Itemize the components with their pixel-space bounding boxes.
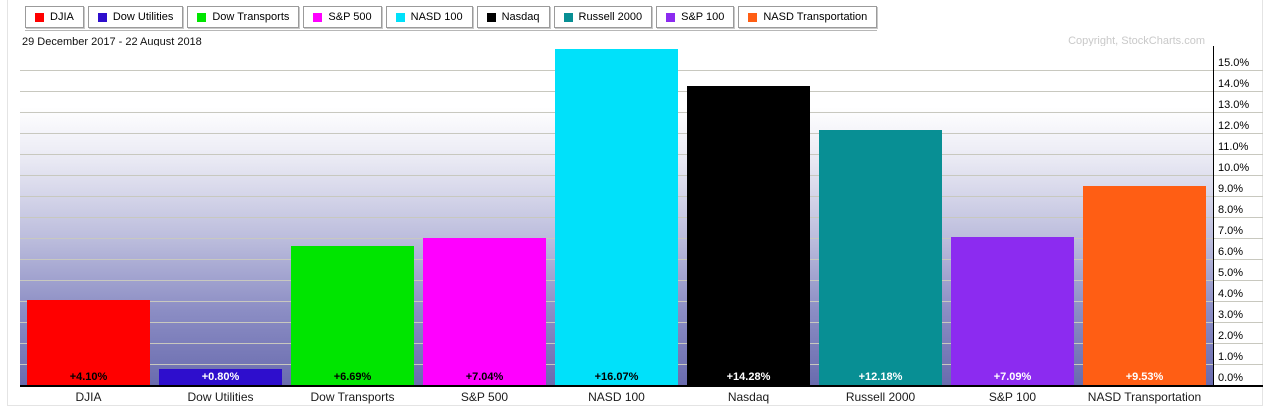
legend-item-russell-2000[interactable]: Russell 2000 [553, 6, 653, 28]
bar-dow-utilities: +0.80% [159, 369, 282, 386]
bar-value-label: +9.53% [1125, 371, 1164, 383]
gridline-tick-extension [1214, 217, 1263, 219]
x-axis-baseline [20, 385, 1263, 387]
y-tick-label: 2.0% [1218, 330, 1244, 343]
legend: DJIA Dow Utilities Dow Transports S&P 500 NA… [25, 6, 878, 31]
bar-s-p-100: +7.09% [951, 237, 1074, 386]
legend-swatch-icon [35, 12, 44, 22]
legend-swatch-icon [563, 12, 573, 22]
legend-item-label: Dow Utilities [112, 11, 174, 23]
x-category-label-russell-2000: Russell 2000 [845, 390, 916, 404]
x-category-label-nasd-transportation: NASD Transportation [1087, 390, 1202, 404]
legend-swatch-icon [313, 12, 323, 22]
bar-value-label: +12.18% [858, 371, 903, 383]
y-tick-label: 14.0% [1218, 78, 1250, 91]
legend-item-nasd-100[interactable]: NASD 100 [385, 6, 473, 28]
bar-nasd-100: +16.07% [555, 49, 678, 386]
gridline-tick-extension [1214, 322, 1263, 324]
gridline-tick-extension [1214, 343, 1263, 345]
x-category-label-dow-transports: Dow Transports [310, 390, 395, 404]
legend-swatch-icon [197, 12, 207, 22]
gridline-tick-extension [1214, 301, 1263, 303]
y-tick-label: 9.0% [1218, 183, 1244, 196]
x-axis-labels: DJIA Dow Utilities Dow Transports S&P 500 NA… [20, 390, 1213, 406]
gridline-tick-extension [1214, 70, 1263, 72]
y-tick-label: 4.0% [1218, 288, 1244, 301]
gridline-tick-extension [1214, 280, 1263, 282]
date-range-label: 29 December 2017 - 22 August 2018 [22, 36, 202, 48]
x-category-label-s-p-500: S&P 500 [460, 390, 509, 404]
y-tick-label: 1.0% [1218, 351, 1244, 364]
y-tick-label: 6.0% [1218, 246, 1244, 259]
gridline-tick-extension [1214, 364, 1263, 366]
legend-swatch-icon [486, 12, 496, 22]
legend-item-label: Russell 2000 [578, 11, 643, 23]
y-tick-label: 7.0% [1218, 225, 1244, 238]
gridline-tick-extension [1214, 238, 1263, 240]
legend-item-nasd-transportation[interactable]: NASD Transportation [738, 6, 878, 28]
x-category-label-djia: DJIA [75, 390, 102, 404]
legend-item-label: DJIA [50, 11, 74, 23]
legend-item-s-p-500[interactable]: S&P 500 [303, 6, 382, 28]
plot-area: +4.10% +0.80% +6.69% +7.04% +16.07% +14.28% +1… [20, 46, 1213, 386]
y-axis-ticks: 0.0% 1.0% 2.0% 3.0% 4.0% 5.0% 6.0% 7.0% 8.0% 9.0%… [1214, 46, 1263, 386]
copyright-label: Copyright, StockCharts.com [1068, 35, 1205, 47]
gridline-tick-extension [1214, 196, 1263, 198]
legend-item-label: NASD Transportation [763, 11, 868, 23]
legend-item-label: Nasdaq [501, 11, 540, 23]
gridline-tick-extension [1214, 112, 1263, 114]
legend-swatch-icon [97, 12, 107, 22]
legend-item-label: S&P 500 [328, 11, 372, 23]
bar-dow-transports: +6.69% [291, 246, 414, 386]
x-category-label-s-p-100: S&P 100 [988, 390, 1037, 404]
legend-item-nasdaq[interactable]: Nasdaq [476, 6, 550, 28]
gridline-tick-extension [1214, 259, 1263, 261]
bar-value-label: +4.10% [69, 371, 108, 383]
legend-swatch-icon [748, 12, 758, 22]
bar-value-label: +14.28% [726, 371, 771, 383]
bar-nasd-transportation: +9.53% [1083, 186, 1206, 386]
legend-item-djia[interactable]: DJIA [25, 6, 84, 28]
y-tick-label: 13.0% [1218, 99, 1250, 112]
bar-value-label: +7.04% [465, 371, 504, 383]
x-category-label-nasdaq: Nasdaq [727, 390, 770, 404]
y-tick-label: 3.0% [1218, 309, 1244, 322]
y-axis-line [1213, 46, 1214, 386]
gridline-tick-extension [1214, 175, 1263, 177]
y-tick-label: 10.0% [1218, 162, 1250, 175]
legend-item-label: NASD 100 [410, 11, 463, 23]
bar-value-label: +0.80% [201, 371, 240, 383]
bar-djia: +4.10% [27, 300, 150, 386]
y-tick-label: 12.0% [1218, 120, 1250, 133]
y-tick-label: 15.0% [1218, 57, 1250, 70]
gridline-tick-extension [1214, 91, 1263, 93]
bar-value-label: +7.09% [993, 371, 1032, 383]
legend-item-label: Dow Transports [212, 11, 290, 23]
legend-item-label: S&P 100 [681, 11, 725, 23]
legend-item-dow-utilities[interactable]: Dow Utilities [87, 6, 184, 28]
gridline-tick-extension [1214, 133, 1263, 135]
bar-nasdaq: +14.28% [687, 86, 810, 386]
legend-item-s-p-100[interactable]: S&P 100 [656, 6, 735, 28]
gridline-tick-extension [1214, 154, 1263, 156]
legend-swatch-icon [395, 12, 405, 22]
legend-item-dow-transports[interactable]: Dow Transports [187, 6, 300, 28]
legend-swatch-icon [666, 12, 676, 22]
y-tick-label: 11.0% [1218, 141, 1249, 154]
bar-s-p-500: +7.04% [423, 238, 546, 386]
y-tick-label: 0.0% [1218, 372, 1244, 384]
bar-russell-2000: +12.18% [819, 130, 942, 386]
y-tick-label: 5.0% [1218, 267, 1244, 280]
y-tick-label: 8.0% [1218, 204, 1244, 217]
x-category-label-nasd-100: NASD 100 [588, 390, 645, 404]
x-category-label-dow-utilities: Dow Utilities [187, 390, 254, 404]
bar-value-label: +16.07% [594, 371, 639, 383]
bar-value-label: +6.69% [333, 371, 372, 383]
